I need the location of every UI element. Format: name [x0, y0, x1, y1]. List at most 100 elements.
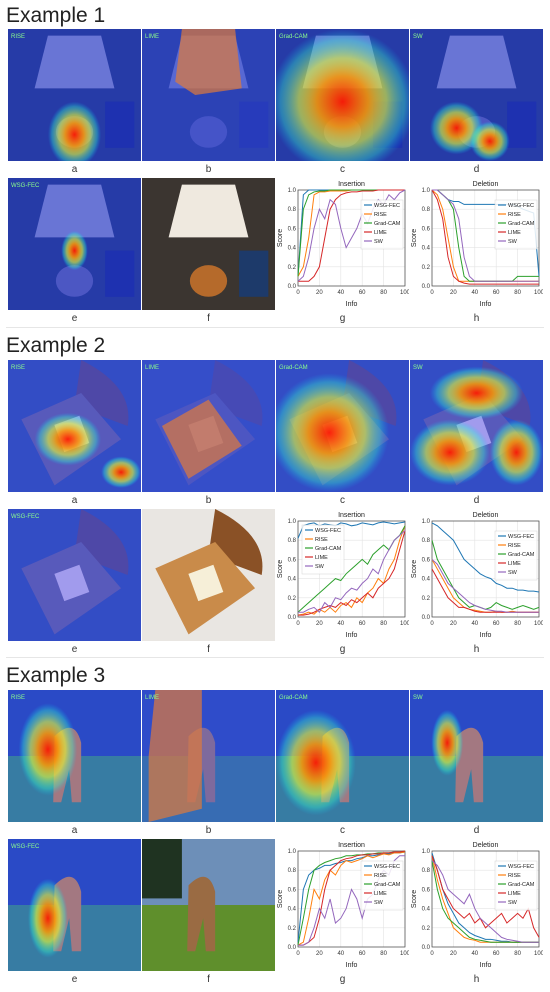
lamp-base-shape — [189, 116, 228, 148]
ex2-deletion-chart: Deletion 0 20 40 60 80 100 0.0 0.2 0.4 0.6 0.8 1.0 In… — [410, 509, 545, 641]
panel-caption: h — [473, 974, 480, 985]
y-tick-label: 0.0 — [422, 945, 431, 951]
y-tick-label: 1.0 — [422, 849, 431, 855]
heatmap-image-d: SW — [410, 690, 543, 822]
ex3-insertion-chart: Insertion 0 20 40 60 80 100 0.0 0.2 0.4 0.6 0.8 1.0 I… — [276, 839, 411, 971]
x-tick-label: 100 — [534, 290, 543, 296]
lampshade-shape — [34, 184, 115, 238]
panel-caption: c — [340, 164, 345, 175]
lampshade-shape — [168, 184, 249, 238]
legend-label: LIME — [374, 230, 387, 236]
x-tick-label: 20 — [450, 621, 457, 627]
heatmap-image-c: Grad-CAM — [276, 29, 409, 161]
series-line-wsg-fec — [431, 522, 540, 593]
x-axis-label: Info — [346, 301, 358, 308]
lime-superpixel-mask — [175, 29, 242, 95]
x-tick-label: 60 — [493, 951, 500, 957]
heatmap-method-label: WSG-FEC — [11, 844, 40, 850]
y-tick-label: 0.6 — [288, 887, 297, 893]
lamp-base-shape — [55, 265, 94, 297]
saliency-blob — [101, 456, 141, 489]
example-1-title: Example 1 — [6, 4, 106, 27]
y-tick-label: 1.0 — [288, 849, 297, 855]
saliency-blob — [61, 230, 88, 271]
legend-label: LIME — [315, 555, 328, 561]
y-tick-label: 0.4 — [288, 246, 297, 252]
y-tick-label: 0.4 — [422, 907, 431, 913]
chart-title: Insertion — [338, 181, 365, 188]
y-tick-label: 1.0 — [288, 188, 297, 194]
lampshade-shape — [436, 35, 517, 89]
legend-label: Grad-CAM — [508, 221, 535, 227]
y-axis-label: Score — [411, 229, 418, 247]
legend-label: WSG-FEC — [508, 203, 534, 209]
heatmap-method-label: LIME — [145, 34, 159, 40]
heatmap-method-label: LIME — [145, 365, 159, 371]
x-tick-label: 80 — [514, 951, 521, 957]
x-tick-label: 100 — [534, 951, 543, 957]
butter-shape — [54, 564, 90, 602]
y-tick-label: 0.8 — [288, 538, 297, 544]
heatmap-image-a: RISE — [8, 690, 141, 822]
legend-label: RISE — [374, 212, 387, 218]
series-line-sw — [432, 189, 539, 282]
y-tick-label: 0.0 — [422, 615, 431, 621]
y-tick-label: 0.6 — [288, 557, 297, 563]
series-line-sw — [298, 530, 406, 613]
plot-frame — [297, 850, 406, 948]
y-tick-label: 0.4 — [422, 577, 431, 583]
butter-shape — [188, 564, 224, 602]
panel-caption: g — [339, 313, 346, 324]
series-line-grad-cam — [297, 525, 406, 613]
heatmap-image-b: LIME — [142, 360, 275, 492]
series-line-sw — [431, 559, 539, 613]
fawn-shape — [187, 876, 216, 952]
heatmap-image-a: RISE — [8, 360, 141, 492]
heatmap-image-b: LIME — [142, 690, 275, 822]
legend-label: SW — [508, 900, 518, 906]
saliency-blob — [27, 878, 68, 958]
x-tick-label: 40 — [471, 290, 478, 296]
panel-caption: e — [71, 644, 78, 655]
x-tick-label: 0 — [430, 951, 434, 957]
y-tick-label: 0.6 — [422, 557, 431, 563]
panel-caption: h — [473, 313, 480, 324]
legend-label: WSG-FEC — [508, 534, 534, 540]
heatmap-method-label: SW — [413, 365, 423, 371]
y-tick-label: 0.8 — [422, 207, 431, 213]
x-tick-label: 60 — [359, 290, 366, 296]
saliency-blob — [276, 709, 356, 816]
legend-label: SW — [315, 564, 325, 570]
legend-label: Grad-CAM — [374, 221, 401, 227]
x-tick-label: 80 — [380, 621, 387, 627]
x-tick-label: 20 — [316, 951, 323, 957]
example-2-title: Example 2 — [6, 334, 106, 357]
heatmap-method-label: SW — [413, 695, 423, 701]
legend-label: Grad-CAM — [315, 546, 342, 552]
saliency-blob — [276, 29, 409, 161]
ex2-insertion-chart: Insertion 0 20 40 60 80 100 0.0 0.2 0.4 0.6 0.8 1.0 I… — [276, 509, 411, 641]
saliency-blob — [47, 101, 102, 161]
series-line-lime — [298, 189, 405, 282]
panel-caption: e — [71, 313, 78, 324]
legend-label: RISE — [315, 537, 328, 543]
separator — [6, 657, 544, 658]
panel-caption: b — [205, 495, 212, 506]
heatmap-method-label: Grad-CAM — [279, 695, 308, 701]
legend-label: LIME — [374, 891, 387, 897]
x-tick-label: 60 — [493, 290, 500, 296]
panel-caption: c — [340, 495, 345, 506]
x-tick-label: 40 — [471, 621, 478, 627]
plot-frame — [431, 850, 540, 948]
x-tick-label: 80 — [514, 290, 521, 296]
y-tick-label: 0.2 — [422, 926, 431, 932]
saliency-blob — [18, 703, 78, 796]
original-image-f — [142, 839, 275, 971]
legend-label: WSG-FEC — [508, 864, 534, 870]
panel-caption: d — [473, 825, 480, 836]
heatmap-method-label: RISE — [11, 34, 25, 40]
x-tick-label: 60 — [493, 621, 500, 627]
y-tick-label: 0.6 — [288, 226, 297, 232]
legend-label: Grad-CAM — [508, 882, 535, 888]
x-tick-label: 0 — [296, 621, 300, 627]
